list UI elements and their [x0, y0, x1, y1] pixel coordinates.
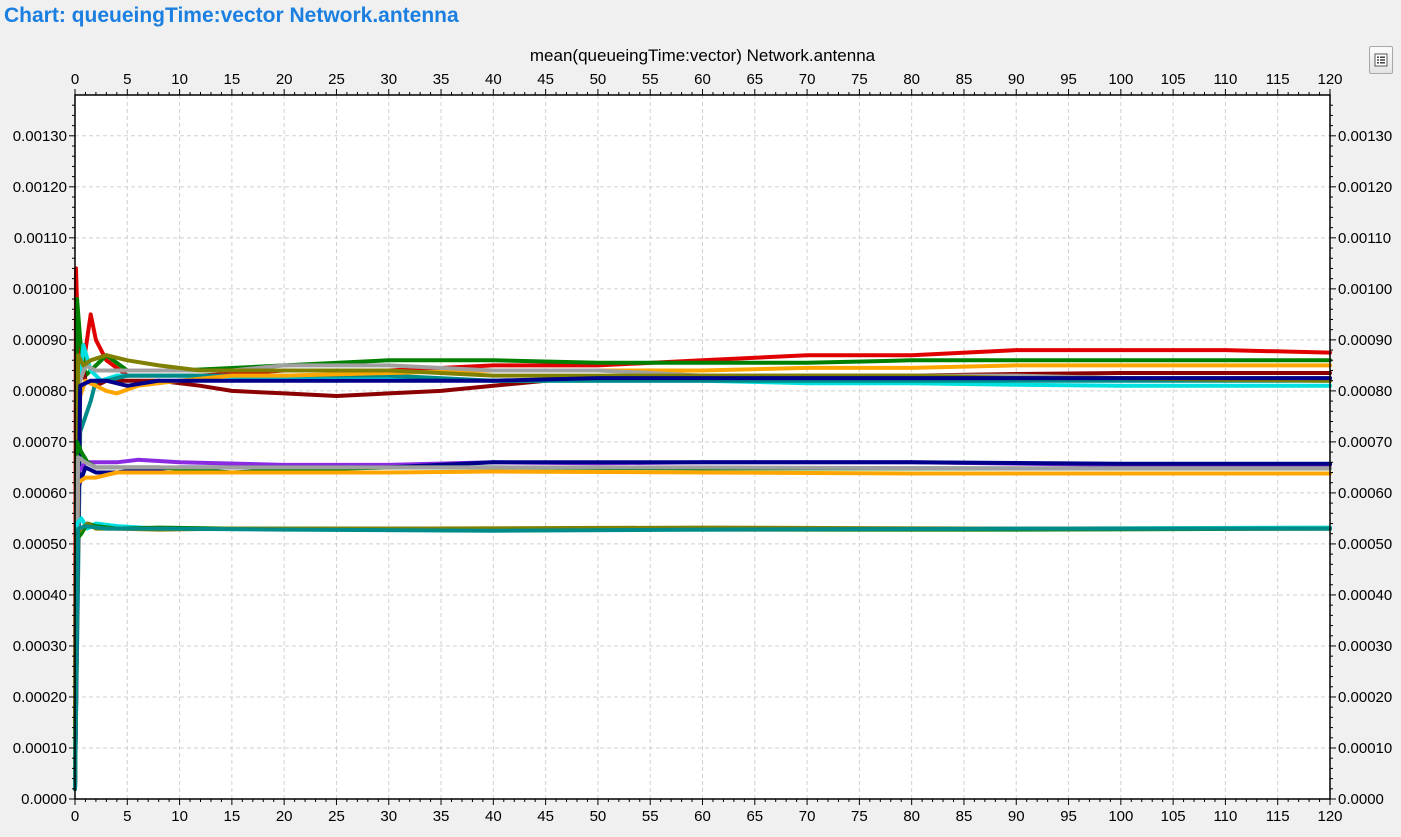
x-tick-label-top: 90: [1008, 71, 1025, 88]
series-line-9: [73, 376, 1332, 791]
y-tick-label: 0.00110: [14, 230, 67, 247]
y-tick-label-right: 0.00030: [1338, 638, 1392, 655]
y-tick-label-right: 0.00050: [1338, 536, 1392, 553]
y-tick-label: 0.00100: [13, 281, 67, 298]
y-tick-label-right: 0.00040: [1338, 587, 1392, 604]
series-line-6: [73, 363, 1332, 786]
x-tick-label: 10: [171, 808, 188, 825]
x-tick-label-top: 40: [485, 71, 502, 88]
y-tick-label: 0.00040: [13, 587, 67, 604]
x-tick-label-top: 30: [380, 71, 397, 88]
x-tick-label-top: 65: [746, 71, 763, 88]
x-tick-label: 55: [642, 808, 659, 825]
x-tick-label-top: 0: [71, 71, 79, 88]
x-tick-label: 75: [851, 808, 868, 825]
x-tick-label-top: 70: [799, 71, 816, 88]
y-tick-label-right: 0.0000: [1338, 791, 1384, 808]
x-tick-label: 85: [956, 808, 973, 825]
y-tick-label: 0.00080: [13, 383, 67, 400]
legend-toggle-button[interactable]: [1369, 46, 1393, 74]
x-tick-label: 120: [1317, 808, 1342, 825]
y-tick-label: 0.0000: [21, 791, 67, 808]
series-line-7: [73, 363, 1332, 786]
y-tick-label: 0.00070: [13, 434, 67, 451]
x-tick-label: 40: [485, 808, 502, 825]
y-tick-label: 0.00090: [13, 332, 67, 349]
series-line-4: [73, 343, 1332, 791]
x-tick-label: 35: [433, 808, 450, 825]
x-tick-label: 60: [694, 808, 711, 825]
legend-list-icon: [1374, 53, 1388, 67]
x-tick-label-top: 75: [851, 71, 868, 88]
x-tick-label: 100: [1108, 808, 1133, 825]
x-tick-label-top: 35: [433, 71, 450, 88]
x-tick-label-top: 120: [1317, 71, 1342, 88]
y-tick-label-right: 0.00060: [1338, 485, 1392, 502]
x-tick-label-top: 105: [1161, 71, 1186, 88]
y-tick-label: 0.00050: [13, 536, 67, 553]
x-tick-label-top: 80: [903, 71, 920, 88]
y-tick-label: 0.00120: [13, 179, 67, 196]
y-tick-label: 0.00010: [13, 740, 67, 757]
x-tick-label-top: 55: [642, 71, 659, 88]
x-tick-label: 80: [903, 808, 920, 825]
x-tick-label: 50: [590, 808, 607, 825]
x-tick-label-top: 95: [1060, 71, 1077, 88]
x-tick-label-top: 115: [1266, 71, 1290, 88]
x-tick-label: 45: [537, 808, 554, 825]
y-tick-label: 0.00060: [13, 485, 67, 502]
x-tick-label: 65: [746, 808, 763, 825]
series-layer: [73, 266, 1332, 791]
x-tick-label-top: 45: [537, 71, 554, 88]
x-tick-label-top: 60: [694, 71, 711, 88]
y-tick-label-right: 0.00130: [1338, 128, 1392, 145]
x-tick-label: 30: [380, 808, 397, 825]
x-tick-label-top: 15: [224, 71, 241, 88]
x-tick-label-top: 25: [328, 71, 345, 88]
y-tick-label: 0.00130: [13, 128, 67, 145]
y-tick-label-right: 0.00020: [1338, 689, 1392, 706]
x-tick-label: 90: [1008, 808, 1025, 825]
x-tick-label-top: 20: [276, 71, 293, 88]
ticks: 0055101015152020252530303535404045455050…: [13, 71, 1392, 825]
x-tick-label-top: 110: [1213, 71, 1237, 88]
y-tick-label-right: 0.00120: [1338, 179, 1392, 196]
x-tick-label-top: 10: [171, 71, 188, 88]
x-tick-label-top: 5: [123, 71, 131, 88]
series-line-14: [73, 455, 1332, 791]
y-tick-label-right: 0.00090: [1338, 332, 1392, 349]
x-tick-label-top: 50: [590, 71, 607, 88]
x-tick-label: 15: [224, 808, 241, 825]
y-tick-label-right: 0.00070: [1338, 434, 1392, 451]
y-tick-label-right: 0.00100: [1338, 281, 1392, 298]
x-tick-label-top: 85: [956, 71, 973, 88]
chart-title: mean(queueingTime:vector) Network.antenn…: [530, 46, 876, 65]
series-line-18: [73, 524, 1332, 791]
page-title: Chart: queueingTime:vector Network.anten…: [4, 4, 459, 27]
y-tick-label-right: 0.00010: [1338, 740, 1392, 757]
x-tick-label: 5: [123, 808, 131, 825]
x-tick-label: 70: [799, 808, 816, 825]
x-tick-label: 105: [1161, 808, 1186, 825]
x-tick-label: 115: [1266, 808, 1290, 825]
x-tick-label: 25: [328, 808, 345, 825]
x-tick-label: 20: [276, 808, 293, 825]
x-tick-label: 110: [1213, 808, 1237, 825]
x-tick-label-top: 100: [1108, 71, 1133, 88]
series-line-13: [73, 469, 1332, 791]
y-tick-label: 0.00020: [13, 689, 67, 706]
grid: [75, 95, 1330, 799]
x-tick-label: 95: [1060, 808, 1077, 825]
y-tick-label-right: 0.00080: [1338, 383, 1392, 400]
y-tick-label-right: 0.00110: [1338, 230, 1391, 247]
series-line-5: [73, 373, 1332, 791]
x-tick-label: 0: [71, 808, 79, 825]
y-tick-label: 0.00030: [13, 638, 67, 655]
